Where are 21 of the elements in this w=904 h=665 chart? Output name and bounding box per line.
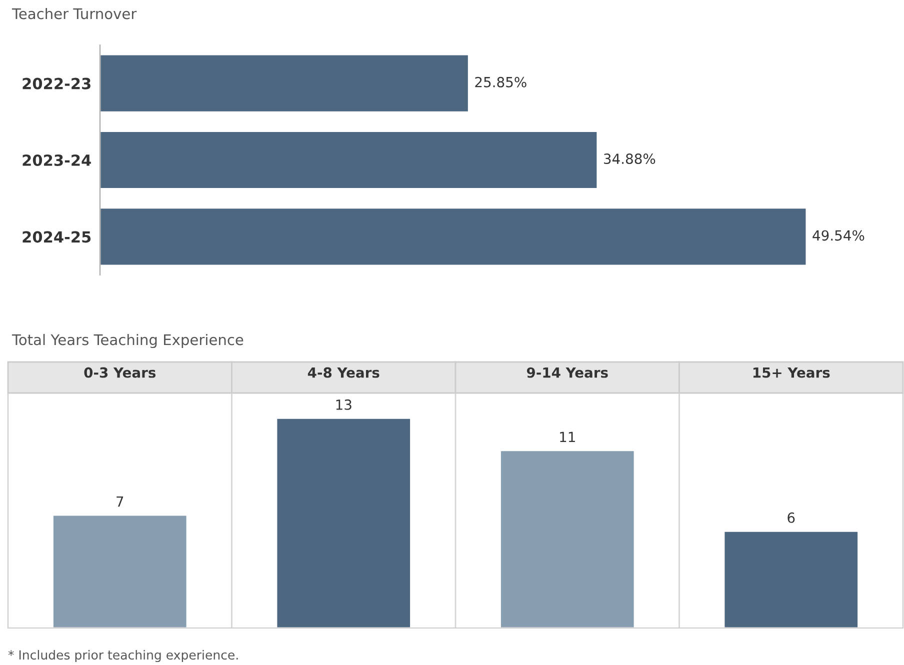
bar bbox=[500, 450, 636, 628]
chart-title: Total Years Teaching Experience bbox=[12, 334, 244, 348]
x-tick-label: 15+ Years bbox=[753, 367, 830, 378]
data-label: 6 bbox=[788, 512, 795, 523]
x-tick-label: 4-8 Years bbox=[308, 367, 380, 378]
data-label: 34.88% bbox=[604, 154, 656, 164]
chart-title: Teacher Turnover bbox=[12, 8, 137, 20]
text: * Includes prior teaching experience. bbox=[8, 650, 238, 662]
x-tick-label: 9-14 Years bbox=[526, 367, 608, 378]
data-label: 49.54% bbox=[812, 230, 864, 241]
y-tick-label: 2024-25 bbox=[22, 231, 91, 243]
bar bbox=[723, 530, 859, 628]
bar bbox=[52, 514, 188, 628]
data-label: 7 bbox=[116, 496, 124, 507]
y-tick-label: 2022-23 bbox=[22, 78, 90, 90]
x-tick-label: 0-3 Years bbox=[84, 367, 156, 378]
data-label: 11 bbox=[560, 432, 575, 442]
data-label: 13 bbox=[336, 399, 352, 410]
y-tick-label: 2023-24 bbox=[22, 154, 91, 166]
data-label: 25.85% bbox=[475, 76, 526, 88]
bar bbox=[276, 417, 412, 628]
